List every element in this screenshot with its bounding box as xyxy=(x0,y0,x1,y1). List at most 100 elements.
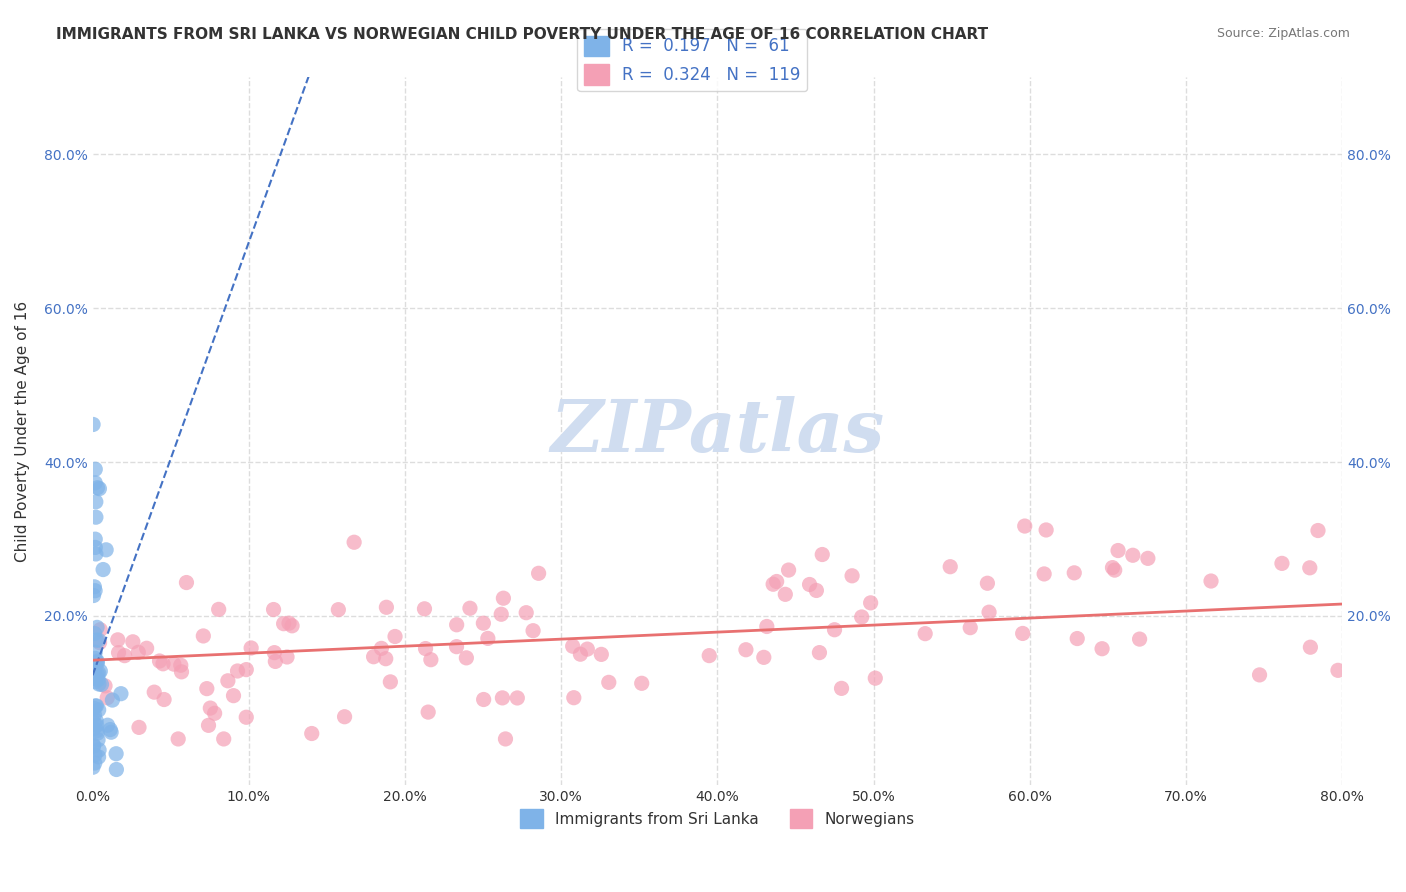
Immigrants from Sri Lanka xyxy=(84,495,107,509)
Norwegians xyxy=(276,650,298,665)
Immigrants from Sri Lanka xyxy=(83,738,105,752)
Norwegians xyxy=(208,602,231,616)
Norwegians xyxy=(96,690,118,705)
Norwegians xyxy=(1101,560,1123,574)
Immigrants from Sri Lanka xyxy=(101,693,124,707)
Norwegians xyxy=(799,577,821,591)
Immigrants from Sri Lanka xyxy=(83,707,105,722)
Norwegians xyxy=(170,665,193,679)
Norwegians xyxy=(415,641,437,656)
Immigrants from Sri Lanka xyxy=(82,760,104,774)
Norwegians xyxy=(235,710,257,724)
Immigrants from Sri Lanka xyxy=(84,583,107,598)
Norwegians xyxy=(197,718,219,732)
Norwegians xyxy=(263,602,285,616)
Norwegians xyxy=(143,685,166,699)
Norwegians xyxy=(121,635,143,649)
Norwegians xyxy=(380,674,402,689)
Norwegians xyxy=(200,701,222,715)
Norwegians xyxy=(458,601,481,615)
Norwegians xyxy=(775,587,797,601)
Text: ZIPatlas: ZIPatlas xyxy=(550,396,884,467)
Norwegians xyxy=(152,657,174,671)
Immigrants from Sri Lanka xyxy=(84,541,107,555)
Norwegians xyxy=(472,616,495,631)
Norwegians xyxy=(1306,524,1329,538)
Norwegians xyxy=(333,710,356,724)
Immigrants from Sri Lanka xyxy=(84,747,107,762)
Norwegians xyxy=(240,640,263,655)
Legend: Immigrants from Sri Lanka, Norwegians: Immigrants from Sri Lanka, Norwegians xyxy=(515,803,921,834)
Norwegians xyxy=(489,607,512,622)
Immigrants from Sri Lanka xyxy=(86,667,108,681)
Norwegians xyxy=(1122,548,1144,562)
Norwegians xyxy=(752,650,775,665)
Norwegians xyxy=(831,681,853,696)
Immigrants from Sri Lanka xyxy=(87,743,110,757)
Immigrants from Sri Lanka xyxy=(84,475,107,490)
Norwegians xyxy=(193,629,215,643)
Norwegians xyxy=(1035,523,1057,537)
Norwegians xyxy=(865,671,887,685)
Norwegians xyxy=(1299,561,1322,575)
Norwegians xyxy=(522,624,544,638)
Norwegians xyxy=(128,720,150,734)
Immigrants from Sri Lanka xyxy=(110,687,132,701)
Immigrants from Sri Lanka xyxy=(83,722,105,736)
Immigrants from Sri Lanka xyxy=(91,563,114,577)
Immigrants from Sri Lanka xyxy=(84,714,107,728)
Norwegians xyxy=(363,649,385,664)
Norwegians xyxy=(89,623,111,637)
Immigrants from Sri Lanka xyxy=(84,510,107,524)
Immigrants from Sri Lanka xyxy=(86,657,108,671)
Immigrants from Sri Lanka xyxy=(84,532,107,546)
Norwegians xyxy=(1199,574,1222,588)
Norwegians xyxy=(170,658,193,673)
Norwegians xyxy=(212,731,235,746)
Norwegians xyxy=(1014,519,1036,533)
Immigrants from Sri Lanka xyxy=(105,763,128,777)
Y-axis label: Child Poverty Under the Age of 16: Child Poverty Under the Age of 16 xyxy=(15,301,30,562)
Immigrants from Sri Lanka xyxy=(84,674,107,689)
Norwegians xyxy=(94,679,117,693)
Norwegians xyxy=(1033,566,1056,581)
Norwegians xyxy=(811,548,834,562)
Immigrants from Sri Lanka xyxy=(84,462,107,476)
Norwegians xyxy=(959,621,981,635)
Norwegians xyxy=(762,577,785,591)
Norwegians xyxy=(569,647,592,661)
Norwegians xyxy=(477,632,499,646)
Norwegians xyxy=(419,653,441,667)
Norwegians xyxy=(939,559,962,574)
Immigrants from Sri Lanka xyxy=(84,671,107,685)
Norwegians xyxy=(107,632,129,647)
Norwegians xyxy=(824,623,846,637)
Norwegians xyxy=(515,606,537,620)
Immigrants from Sri Lanka xyxy=(84,547,107,561)
Norwegians xyxy=(273,616,295,631)
Immigrants from Sri Lanka xyxy=(105,747,128,761)
Norwegians xyxy=(328,602,350,616)
Norwegians xyxy=(735,642,758,657)
Norwegians xyxy=(562,690,585,705)
Norwegians xyxy=(374,651,396,665)
Norwegians xyxy=(1129,632,1152,646)
Immigrants from Sri Lanka xyxy=(98,723,121,737)
Immigrants from Sri Lanka xyxy=(83,715,105,730)
Immigrants from Sri Lanka xyxy=(87,703,110,717)
Norwegians xyxy=(1327,664,1350,678)
Immigrants from Sri Lanka xyxy=(84,651,107,665)
Norwegians xyxy=(343,535,366,549)
Norwegians xyxy=(456,650,478,665)
Immigrants from Sri Lanka xyxy=(89,664,111,678)
Norwegians xyxy=(527,566,550,581)
Immigrants from Sri Lanka xyxy=(83,756,105,770)
Norwegians xyxy=(89,635,111,649)
Immigrants from Sri Lanka xyxy=(82,417,104,432)
Norwegians xyxy=(446,640,468,654)
Norwegians xyxy=(806,583,828,598)
Norwegians xyxy=(176,575,198,590)
Norwegians xyxy=(1136,551,1159,566)
Norwegians xyxy=(808,646,831,660)
Norwegians xyxy=(859,596,882,610)
